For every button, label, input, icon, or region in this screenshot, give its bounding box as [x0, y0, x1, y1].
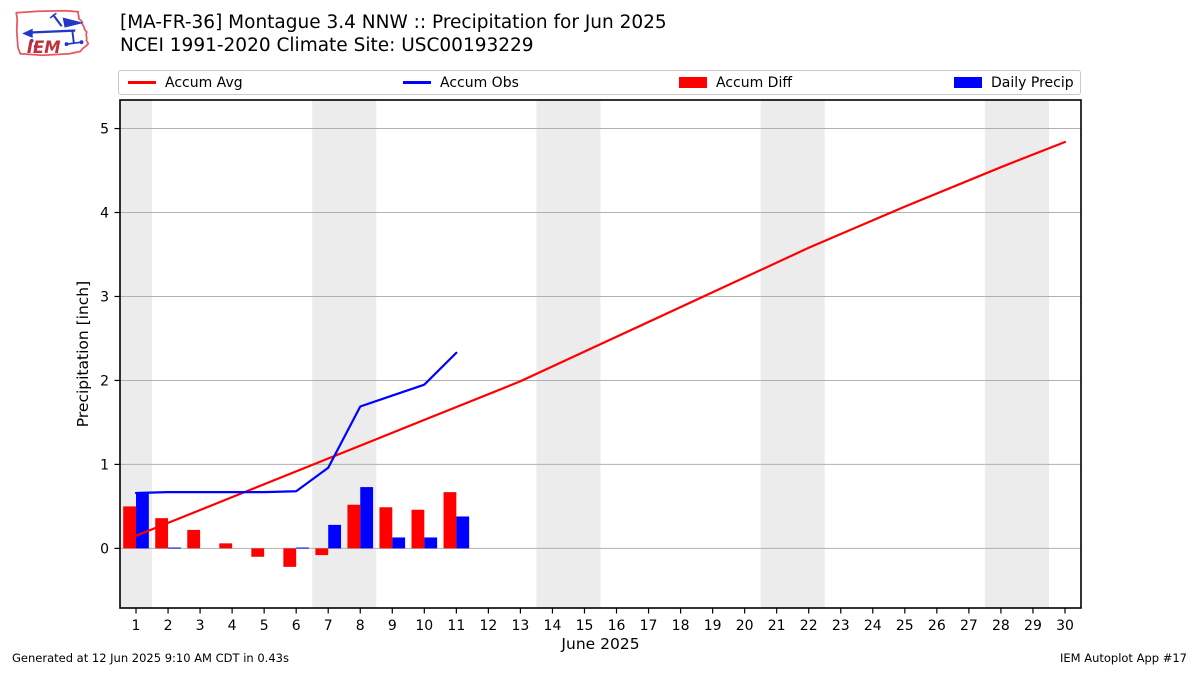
x-tick-label: 18: [672, 618, 690, 634]
y-tick-label: 4: [100, 206, 109, 222]
daily-precip-bar: [296, 547, 309, 549]
daily-precip-bar: [392, 537, 406, 549]
daily-precip-bar: [168, 547, 181, 549]
weekend-band: [760, 100, 825, 608]
x-tick-label: 26: [928, 618, 946, 634]
legend-item-accum-diff: Accum Diff: [679, 71, 792, 94]
accum-diff-bar-swatch: [679, 77, 707, 88]
legend-label: Daily Precip: [991, 74, 1074, 91]
x-tick-label: 20: [736, 618, 754, 634]
accum-obs-line: [134, 351, 458, 495]
title-line-2: NCEI 1991-2020 Climate Site: USC00193229: [120, 35, 534, 56]
legend-label: Accum Avg: [165, 74, 243, 91]
x-tick-label: 10: [415, 618, 433, 634]
x-tick-label: 25: [896, 618, 914, 634]
accum-diff-bar: [315, 548, 329, 556]
title-line-1: [MA-FR-36] Montague 3.4 NNW :: Precipita…: [120, 12, 667, 33]
accum-diff-bar: [443, 492, 457, 549]
accum-obs-line-swatch: [403, 81, 431, 84]
x-tick-label: 15: [576, 618, 594, 634]
x-tick-label: 12: [479, 618, 497, 634]
accum-diff-bar: [283, 548, 297, 567]
chart-title: [MA-FR-36] Montague 3.4 NNW :: Precipita…: [120, 11, 667, 57]
accum-diff-bar: [187, 529, 201, 549]
daily-precip-bar: [328, 524, 342, 549]
accum-diff-bar: [251, 548, 265, 557]
accum-diff-bar: [219, 543, 233, 549]
x-tick-label: 6: [292, 618, 301, 634]
x-tick-label: 19: [704, 618, 722, 634]
x-tick-label: 2: [164, 618, 173, 634]
accum-diff-bar: [379, 507, 393, 549]
x-axis-label: June 2025: [560, 635, 639, 653]
accum-avg-line: [134, 140, 1067, 537]
app-credit: IEM Autoplot App #17: [1059, 651, 1187, 665]
y-tick-label: 2: [100, 373, 109, 389]
x-tick-label: 9: [388, 618, 397, 634]
x-tick-label: 21: [768, 618, 786, 634]
x-tick-label: 8: [356, 618, 365, 634]
daily-precip-bar: [456, 516, 470, 549]
accum-avg-line-swatch: [128, 81, 156, 84]
x-tick-label: 22: [800, 618, 818, 634]
plot-border: [119, 99, 1082, 609]
y-tick-label: 5: [100, 122, 109, 138]
x-tick-label: 5: [260, 618, 269, 634]
accum-diff-bar: [347, 504, 361, 549]
x-tick-label: 3: [196, 618, 205, 634]
accum-diff-bar: [411, 509, 425, 549]
legend-label: Accum Obs: [440, 74, 519, 91]
generated-timestamp: Generated at 12 Jun 2025 9:10 AM CDT in …: [12, 651, 289, 665]
x-tick-label: 13: [512, 618, 530, 634]
x-tick-label: 4: [228, 618, 237, 634]
y-tick-label: 0: [100, 541, 109, 557]
iem-logo-graphic: IEM: [15, 9, 90, 57]
legend-item-accum-avg: Accum Avg: [128, 71, 243, 94]
x-tick-label: 16: [608, 618, 626, 634]
daily-precip-bar: [136, 492, 149, 549]
legend-label: Accum Diff: [716, 74, 793, 91]
x-tick-label: 1: [132, 618, 141, 634]
x-tick-label: 28: [992, 618, 1010, 634]
legend-item-accum-obs: Accum Obs: [403, 71, 519, 94]
y-tick-label: 1: [100, 457, 109, 473]
x-tick-label: 30: [1056, 618, 1074, 634]
x-tick-label: 17: [640, 618, 658, 634]
iem-logo-text: IEM: [27, 38, 61, 57]
y-tick-label: 3: [100, 289, 109, 305]
x-tick-label: 29: [1024, 618, 1042, 634]
x-tick-label: 27: [960, 618, 978, 634]
x-tick-label: 11: [447, 618, 465, 634]
daily-precip-bar: [360, 487, 374, 549]
daily-precip-bar: [424, 537, 438, 549]
iem-logo: IEM: [9, 4, 97, 62]
x-tick-label: 7: [324, 618, 333, 634]
x-tick-label: 23: [832, 618, 850, 634]
legend-item-daily-precip: Daily Precip: [954, 71, 1074, 94]
x-tick-label: 14: [544, 618, 562, 634]
weekend-band: [984, 100, 1049, 608]
y-axis-label: Precipitation [inch]: [74, 281, 92, 427]
accum-diff-bar: [123, 506, 137, 549]
x-tick-label: 24: [864, 618, 882, 634]
legend: Accum Avg Accum Obs Accum Diff Daily Pre…: [118, 70, 1081, 95]
daily-precip-bar-swatch: [954, 77, 982, 88]
weathervane-icon: [22, 12, 84, 49]
weekend-band: [536, 100, 601, 608]
